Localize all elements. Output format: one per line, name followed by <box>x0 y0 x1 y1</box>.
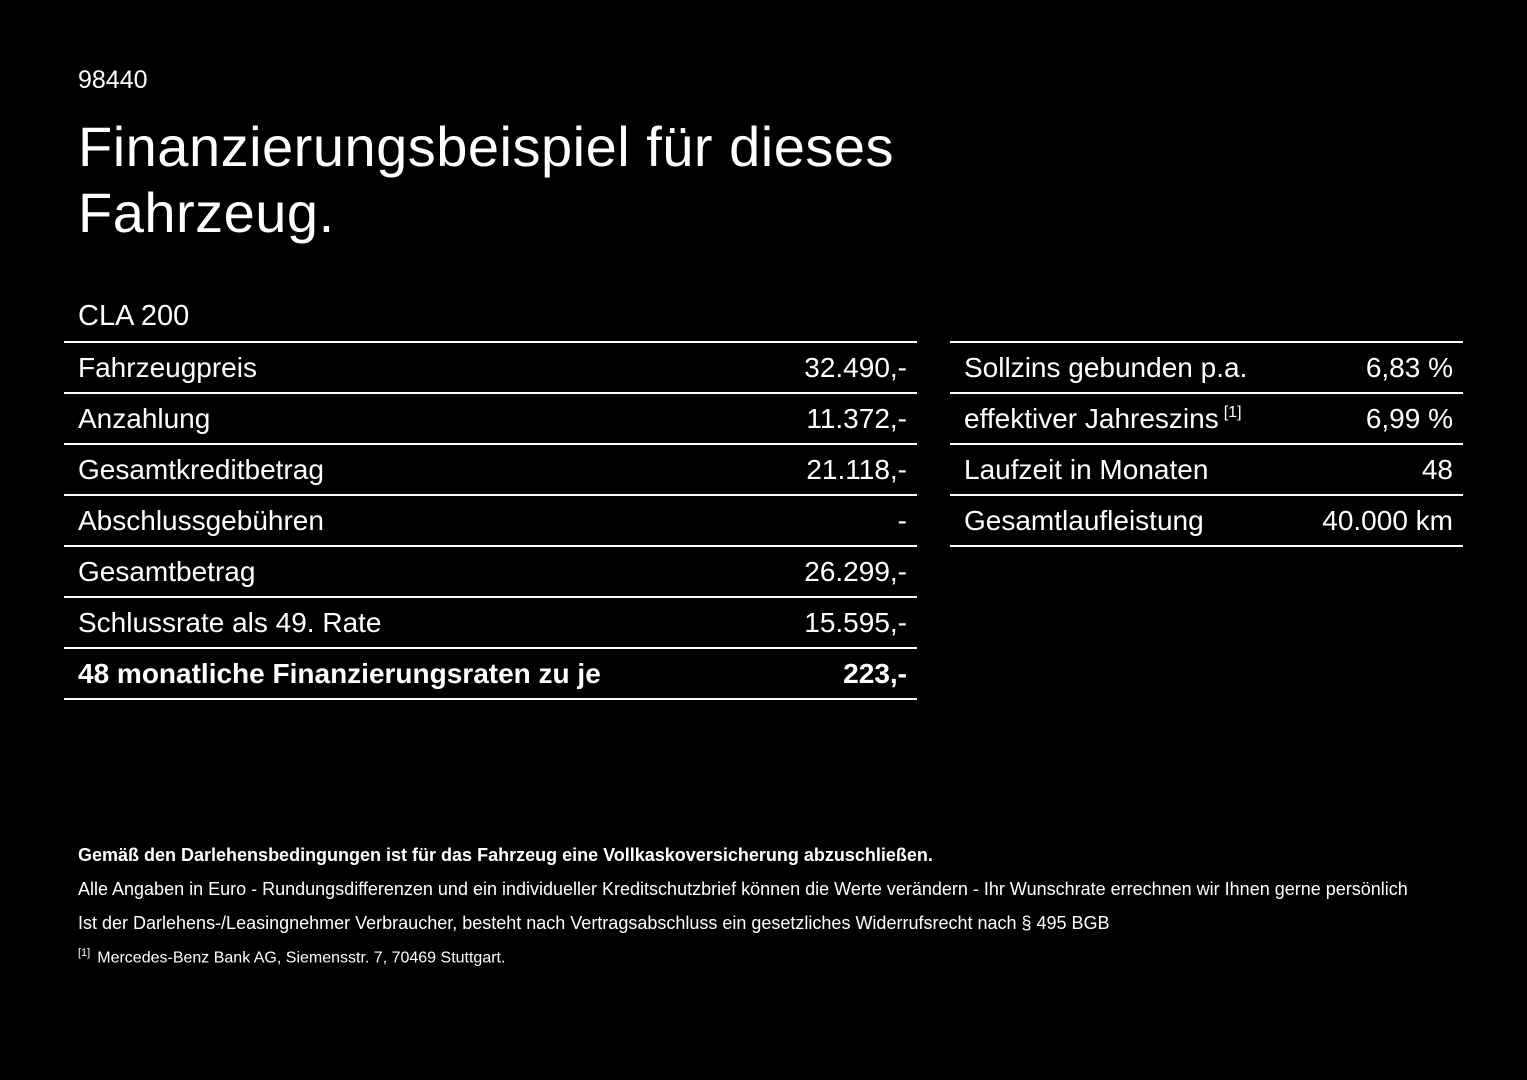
table-row: Gesamtlaufleistung 40.000 km <box>950 494 1463 545</box>
row-label: 48 monatliche Finanzierungsraten zu je <box>78 657 601 689</box>
legal-footer: Gemäß den Darlehensbedingungen ist für d… <box>78 845 1468 967</box>
row-label: Anzahlung <box>78 402 211 434</box>
row-label: Laufzeit in Monaten <box>964 453 1209 485</box>
financing-cost-table: Fahrzeugpreis 32.490,- Anzahlung 11.372,… <box>64 341 917 700</box>
table-row: Fahrzeugpreis 32.490,- <box>64 341 917 392</box>
row-value: 223,- <box>843 657 907 689</box>
row-label: Sollzins gebunden p.a. <box>964 351 1248 383</box>
row-label-text: effektiver Jahreszins <box>964 402 1219 434</box>
footnote-reference: [1] <box>1223 404 1242 422</box>
table-row: Abschlussgebühren - <box>64 494 917 545</box>
row-value: 48 <box>1421 453 1453 485</box>
table-row: Gesamtbetrag 26.299,- <box>64 545 917 596</box>
row-label: Fahrzeugpreis <box>78 351 257 383</box>
row-value: 15.595,- <box>804 606 907 638</box>
row-label: effektiver Jahreszins [1] <box>964 403 1242 435</box>
table-row: Anzahlung 11.372,- <box>64 392 917 443</box>
row-label: Gesamtbetrag <box>78 555 256 587</box>
row-value: - <box>897 504 907 536</box>
row-label: Schlussrate als 49. Rate <box>78 606 382 638</box>
disclaimer-note-2: Ist der Darlehens-/Leasingnehmer Verbrau… <box>78 913 1110 933</box>
row-value: 11.372,- <box>806 402 907 434</box>
bank-footnote: [1] Mercedes-Benz Bank AG, Siemensstr. 7,… <box>78 947 1468 967</box>
row-value: 6,83 % <box>1365 351 1453 383</box>
row-value: 21.118,- <box>806 453 907 485</box>
row-value: 26.299,- <box>804 555 907 587</box>
table-row: Gesamtkreditbetrag 21.118,- <box>64 443 917 494</box>
table-row-monthly-rate: 48 monatliche Finanzierungsraten zu je 2… <box>64 647 917 698</box>
financing-conditions-table: Sollzins gebunden p.a. 6,83 % effektiver… <box>950 341 1463 547</box>
insurance-note: Gemäß den Darlehensbedingungen ist für d… <box>78 845 933 865</box>
footnote-marker: [1] <box>78 947 91 959</box>
row-label: Gesamtkreditbetrag <box>78 453 324 485</box>
table-row: Laufzeit in Monaten 48 <box>950 443 1463 494</box>
financing-tables: Fahrzeugpreis 32.490,- Anzahlung 11.372,… <box>64 341 1463 700</box>
table-row: effektiver Jahreszins [1] 6,99 % <box>950 392 1463 443</box>
row-value: 32.490,- <box>804 351 907 383</box>
row-label: Abschlussgebühren <box>78 504 324 536</box>
vehicle-model: CLA 200 <box>78 300 190 332</box>
table-row: Schlussrate als 49. Rate 15.595,- <box>64 596 917 647</box>
footnote-text: Mercedes-Benz Bank AG, Siemensstr. 7, 70… <box>97 949 506 967</box>
table-row: Sollzins gebunden p.a. 6,83 % <box>950 341 1463 392</box>
row-value: 40.000 km <box>1322 504 1453 536</box>
row-value: 6,99 % <box>1365 402 1453 434</box>
disclaimer-note-1: Alle Angaben in Euro - Rundungsdifferenz… <box>78 879 1408 899</box>
page-title: Finanzierungsbeispiel für dieses Fahrzeu… <box>78 115 894 244</box>
row-label: Gesamtlaufleistung <box>964 504 1204 536</box>
document-id: 98440 <box>78 66 148 94</box>
